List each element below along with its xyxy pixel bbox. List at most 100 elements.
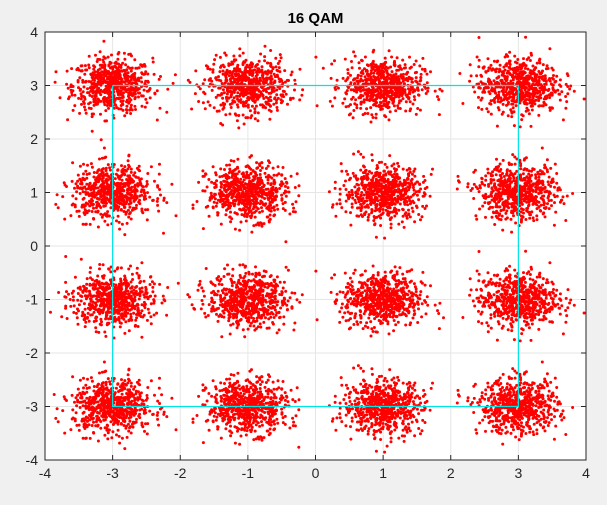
scatter-point xyxy=(518,125,522,129)
scatter-point xyxy=(278,53,282,57)
scatter-point xyxy=(420,215,424,219)
scatter-point xyxy=(388,154,392,158)
scatter-point xyxy=(252,77,256,81)
scatter-point xyxy=(251,188,255,192)
scatter-point xyxy=(221,69,225,73)
scatter-point xyxy=(88,204,92,208)
scatter-point xyxy=(360,191,364,194)
scatter-point xyxy=(235,180,239,184)
scatter-point xyxy=(540,104,544,108)
scatter-point xyxy=(386,72,390,76)
scatter-point xyxy=(257,59,261,63)
scatter-point xyxy=(503,55,507,59)
scatter-point xyxy=(143,72,147,76)
scatter-point xyxy=(547,207,551,211)
scatter-point xyxy=(397,183,401,187)
scatter-point xyxy=(384,105,388,108)
scatter-point xyxy=(414,79,418,83)
scatter-point xyxy=(372,71,376,75)
scatter-point xyxy=(124,76,128,80)
scatter-point xyxy=(362,164,365,168)
scatter-point xyxy=(125,200,129,204)
scatter-point xyxy=(520,86,524,90)
scatter-point xyxy=(350,202,354,206)
scatter-point xyxy=(89,89,93,93)
scatter-point xyxy=(107,80,111,84)
scatter-point xyxy=(381,208,385,211)
scatter-point xyxy=(524,218,528,221)
scatter-point xyxy=(401,58,405,62)
scatter-point xyxy=(256,82,260,85)
scatter-point xyxy=(384,183,388,187)
scatter-point xyxy=(253,107,257,111)
scatter-point xyxy=(70,67,74,71)
scatter-point xyxy=(371,116,375,119)
scatter-point xyxy=(457,180,461,184)
scatter-point xyxy=(352,77,356,81)
scatter-point xyxy=(400,220,404,224)
scatter-point xyxy=(246,213,249,217)
scatter-point xyxy=(509,73,513,77)
scatter-point xyxy=(357,200,361,204)
scatter-point xyxy=(363,212,367,216)
scatter-point xyxy=(375,192,379,196)
scatter-point xyxy=(378,203,382,207)
scatter-point xyxy=(289,73,293,77)
scatter-point xyxy=(262,190,266,194)
scatter-point xyxy=(226,207,230,211)
scatter-point xyxy=(256,88,260,92)
scatter-point xyxy=(197,180,201,184)
scatter-point xyxy=(355,182,359,186)
scatter-point xyxy=(230,217,234,221)
scatter-point xyxy=(486,167,490,171)
scatter-point xyxy=(404,109,408,113)
scatter-point xyxy=(123,205,127,209)
scatter-point xyxy=(88,222,92,226)
scatter-point xyxy=(528,59,532,62)
scatter-point xyxy=(225,99,229,103)
scatter-point xyxy=(408,55,411,59)
scatter-point xyxy=(338,192,342,196)
scatter-point xyxy=(358,66,361,70)
scatter-point xyxy=(353,54,357,58)
scatter-point xyxy=(401,97,405,101)
scatter-point xyxy=(400,88,404,92)
scatter-point xyxy=(248,109,252,113)
scatter-point xyxy=(484,215,487,219)
scatter-point xyxy=(413,220,417,224)
scatter-point xyxy=(236,91,240,95)
scatter-point xyxy=(125,111,129,115)
scatter-point xyxy=(562,202,566,206)
scatter-point xyxy=(369,106,373,110)
scatter-point xyxy=(489,63,493,67)
scatter-point xyxy=(129,112,133,115)
scatter-point xyxy=(501,228,505,232)
scatter-point xyxy=(126,208,130,212)
scatter-point xyxy=(511,67,515,71)
scatter-point xyxy=(101,171,105,175)
scatter-point xyxy=(107,64,111,68)
scatter-point xyxy=(170,182,174,186)
scatter-point xyxy=(508,62,511,66)
scatter-point xyxy=(353,102,357,106)
scatter-point xyxy=(113,189,117,193)
scatter-point xyxy=(342,184,346,187)
scatter-point xyxy=(99,138,103,142)
scatter-point xyxy=(127,91,131,95)
scatter-point xyxy=(385,165,389,169)
scatter-point xyxy=(144,97,148,101)
scatter-point xyxy=(94,179,98,183)
scatter-point xyxy=(346,68,350,72)
scatter-point xyxy=(417,93,420,97)
scatter-point xyxy=(274,186,278,190)
scatter-point xyxy=(133,186,137,190)
scatter-point xyxy=(212,200,216,204)
scatter-point xyxy=(397,164,401,168)
scatter-point xyxy=(509,217,513,221)
scatter-point xyxy=(423,69,427,73)
scatter-point xyxy=(503,68,507,72)
scatter-point xyxy=(70,179,74,183)
scatter-point xyxy=(511,99,515,103)
scatter-point xyxy=(255,70,259,74)
scatter-point xyxy=(516,69,520,72)
